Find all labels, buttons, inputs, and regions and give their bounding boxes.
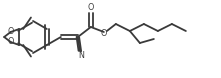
Text: N: N [78, 50, 84, 60]
Text: O: O [101, 28, 107, 38]
Text: O: O [88, 4, 94, 12]
Text: O: O [8, 28, 14, 37]
Text: O: O [8, 38, 14, 46]
